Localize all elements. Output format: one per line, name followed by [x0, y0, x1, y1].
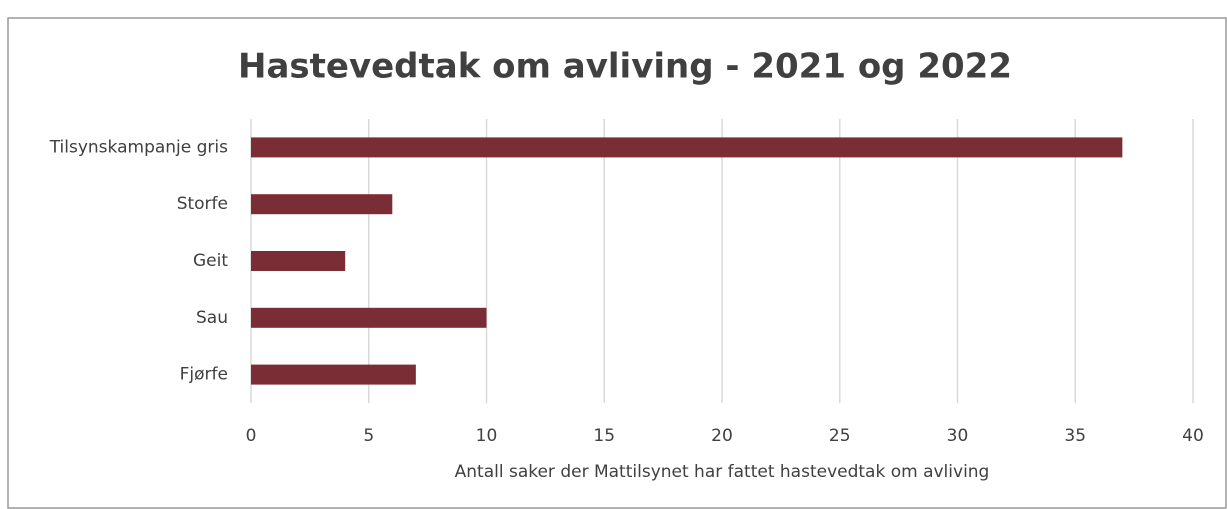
bar: [251, 364, 416, 385]
x-tick-label: 30: [947, 426, 969, 446]
chart-title: Hastevedtak om avliving - 2021 og 2022: [238, 47, 1012, 87]
bar: [251, 251, 346, 271]
x-tick-label: 0: [246, 426, 257, 446]
y-tick-label: Tilsynskampanje gris: [49, 137, 228, 157]
y-tick-label: Geit: [193, 251, 228, 271]
y-tick-label: Storfe: [177, 194, 228, 214]
x-tick-label: 10: [476, 426, 498, 446]
bar: [251, 194, 393, 215]
x-tick-label: 35: [1064, 426, 1086, 446]
y-tick-label: Sau: [196, 308, 228, 328]
x-tick-label: 5: [363, 426, 374, 446]
x-tick-label: 15: [593, 426, 615, 446]
bar: [251, 307, 487, 328]
y-tick-label: Fjørfe: [180, 365, 228, 385]
x-tick-label: 40: [1182, 426, 1204, 446]
x-axis-label: Antall saker der Mattilsynet har fattet …: [455, 462, 990, 482]
bar: [251, 137, 1123, 158]
x-tick-label: 25: [829, 426, 851, 446]
x-tick-label: 20: [711, 426, 733, 446]
chart-frame: [7, 17, 1227, 509]
